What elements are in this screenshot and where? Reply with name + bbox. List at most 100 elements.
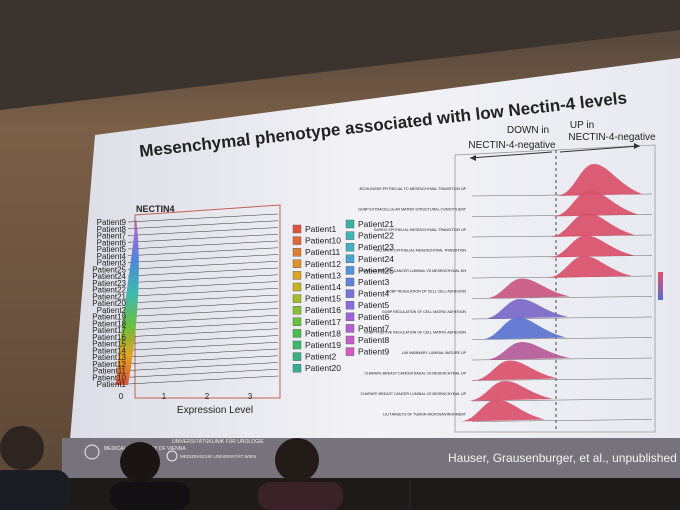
- legend-swatch: [345, 312, 355, 321]
- y-tick-label: Patient25: [92, 265, 126, 274]
- person-head: [275, 438, 319, 482]
- pathway-label: CHARAFE BREAST CANCER BASAL VS MESENCHYM…: [364, 372, 466, 376]
- ridge-baseline: [127, 213, 279, 223]
- ridge-baseline: [127, 274, 279, 283]
- pathway-label: LIU TARGETS OF TUMOR MICROENVIRONMENT: [383, 413, 467, 417]
- legend-swatch: [292, 340, 302, 350]
- x-tick-label: 2: [205, 392, 210, 401]
- arrowhead: [634, 143, 640, 149]
- ridge-baseline: [471, 296, 653, 299]
- ridge-baseline: [127, 220, 279, 229]
- legend-swatch: [345, 242, 355, 252]
- legend-swatch: [345, 324, 355, 333]
- legend-swatch: [292, 317, 302, 326]
- pathway-label: GOBP EXTRACELLULAR MATRIX STRUCTURAL CON…: [358, 208, 467, 212]
- ridge: [467, 381, 553, 401]
- y-tick-label: Patient13: [92, 353, 126, 362]
- legend-label: Patient5: [358, 300, 389, 310]
- ridge: [482, 299, 568, 319]
- y-tick-label: Patient3: [97, 259, 127, 268]
- legend-swatch: [292, 259, 302, 268]
- ridge-baseline: [471, 378, 653, 381]
- right-plot-frame: [454, 144, 656, 433]
- ceiling: [0, 0, 680, 110]
- ridge-baseline: [127, 267, 279, 277]
- legend-swatch: [292, 294, 302, 303]
- ridge-baseline: [127, 247, 279, 256]
- slide-footer: [62, 438, 680, 478]
- legend-swatch: [292, 306, 302, 315]
- legend-label: Patient17: [305, 317, 341, 327]
- ridge-baseline: [127, 348, 279, 358]
- y-tick-label: Patient4: [97, 252, 127, 261]
- up-arrow: [559, 145, 641, 153]
- y-tick-label: Patient20: [92, 299, 126, 308]
- ridge: [546, 256, 632, 278]
- y-tick-label: Patient5: [97, 245, 127, 254]
- ridge-baseline: [127, 240, 279, 250]
- y-tick-label: Patient24: [92, 272, 126, 281]
- legend-swatch: [292, 329, 302, 338]
- legend-swatch: [345, 289, 355, 298]
- pathway-label: LIM MAMMARY LUMINAL MATURE UP: [402, 351, 467, 355]
- ridge-baseline: [127, 227, 279, 236]
- up-label: NECTIN-4-negative: [568, 132, 656, 143]
- ridge-baseline: [127, 362, 279, 371]
- legend-label: Patient15: [305, 294, 341, 304]
- legend-label: Patient2: [305, 352, 336, 362]
- y-tick-label: Patient14: [92, 346, 126, 355]
- y-tick-label: Patient8: [97, 225, 127, 234]
- ridge-baseline: [127, 234, 279, 243]
- ridge: [472, 360, 558, 381]
- ridge: [548, 235, 634, 258]
- person-body: [0, 470, 70, 510]
- x-tick-label: 0: [119, 392, 124, 401]
- legend-label: Patient3: [358, 277, 389, 287]
- legend-label: Patient18: [305, 328, 341, 338]
- legend-swatch: [292, 364, 302, 373]
- logo-text: UNIVERSITÄTSKLINIK FÜR UROLOGIE: [172, 438, 264, 445]
- ridge: [556, 164, 642, 196]
- legend-swatch: [292, 247, 302, 257]
- y-tick-label: Patient17: [92, 326, 126, 335]
- y-tick-label: Patient10: [92, 373, 126, 382]
- left-plot-frame: [134, 204, 281, 399]
- legend-label: Patient4: [358, 289, 389, 299]
- legend-swatch: [345, 277, 355, 287]
- y-tick-label: Patient9: [97, 218, 127, 227]
- y-tick-label: Patient18: [92, 319, 126, 328]
- legend-label: Patient6: [358, 312, 389, 322]
- legend-label: Patient21: [358, 219, 394, 229]
- ridge: [459, 399, 545, 422]
- pathway-label: CHARAFE BREAST CANCER LUMINAL VS MESENCH…: [360, 269, 466, 273]
- nectin4-ridges: [116, 218, 139, 385]
- legend-swatch: [292, 271, 302, 280]
- y-tick-label: Patient16: [92, 333, 126, 342]
- ridge-baseline: [127, 261, 279, 270]
- legend-label: Patient23: [358, 242, 394, 252]
- ridge-baseline: [127, 335, 279, 344]
- ridge-baseline: [471, 357, 653, 361]
- down-label: NECTIN-4-negative: [468, 140, 556, 151]
- ridge-baseline: [471, 316, 653, 320]
- legend-label: Patient8: [358, 335, 389, 345]
- ridge-baseline: [127, 294, 279, 304]
- y-tick-label: Patient15: [92, 340, 126, 349]
- up-label: UP in: [570, 120, 594, 131]
- y-tick-label: Patient23: [92, 279, 126, 288]
- y-tick-label: Patient2: [97, 306, 127, 315]
- legend-swatch: [345, 254, 355, 264]
- ridge-baseline: [471, 337, 653, 340]
- legend-swatch: [292, 236, 302, 245]
- legend-label: Patient16: [305, 305, 341, 315]
- ridge-baseline: [127, 355, 279, 364]
- x-tick-label: 1: [162, 392, 167, 401]
- patient-legend: Patient1Patient10Patient11Patient12Patie…: [292, 219, 394, 373]
- y-tick-label: Patient11: [93, 367, 127, 376]
- legend-swatch: [345, 335, 355, 345]
- down-arrow: [469, 151, 553, 159]
- down-label: DOWN in: [507, 125, 549, 136]
- person-head: [120, 442, 160, 482]
- logo-mark: [84, 444, 100, 460]
- legend-label: Patient10: [305, 236, 341, 246]
